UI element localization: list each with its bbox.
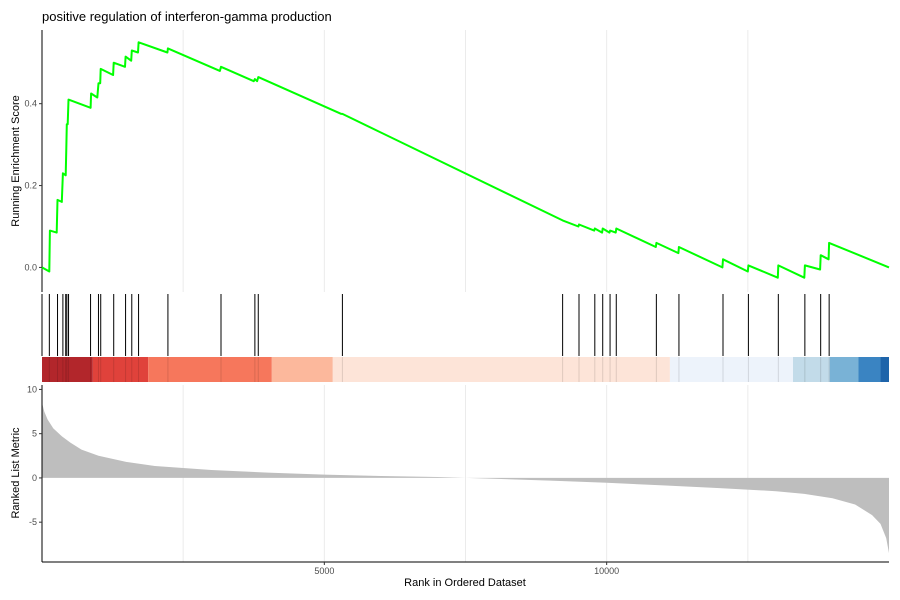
plot-title: positive regulation of interferon-gamma … bbox=[42, 9, 332, 24]
color-band-segment bbox=[148, 357, 272, 382]
running-score-line bbox=[41, 41, 890, 279]
rank-color-band bbox=[42, 357, 889, 382]
running-score-panel: 0.0 0.2 0.4 bbox=[24, 30, 890, 292]
color-band-segment bbox=[858, 357, 881, 382]
x-tick-label: 5000 bbox=[314, 566, 334, 576]
x-axis-label: Rank in Ordered Dataset bbox=[404, 577, 526, 589]
running-score-y-axis: 0.0 0.2 0.4 bbox=[24, 30, 43, 292]
ranked-metric-gridlines bbox=[182, 385, 749, 562]
ranked-metric-panel: -5 0 5 10 5000 10000 bbox=[27, 384, 889, 576]
y-tick-label: 0.2 bbox=[24, 181, 37, 191]
ranked-metric-y-axis: -5 0 5 10 bbox=[27, 384, 43, 562]
color-band-segment bbox=[42, 357, 93, 382]
y-tick-label: 5 bbox=[32, 429, 37, 439]
color-band-segment bbox=[92, 357, 149, 382]
color-band-segment bbox=[880, 357, 889, 382]
ranked-metric-area bbox=[42, 402, 889, 554]
color-band-segment bbox=[332, 357, 670, 382]
y-tick-label: -5 bbox=[29, 517, 37, 527]
color-band-segment bbox=[271, 357, 333, 382]
x-axis: 5000 10000 bbox=[42, 561, 889, 576]
running-score-gridlines bbox=[182, 30, 749, 292]
hit-markers bbox=[41, 294, 830, 356]
color-band-segment bbox=[669, 357, 794, 382]
y-tick-label: 10 bbox=[27, 384, 37, 394]
y-tick-label: 0 bbox=[32, 473, 37, 483]
y-tick-label: 0.4 bbox=[24, 99, 37, 109]
x-tick-label: 10000 bbox=[594, 566, 619, 576]
running-score-y-label: Running Enrichment Score bbox=[10, 95, 22, 226]
y-tick-label: 0.0 bbox=[24, 262, 37, 272]
color-band-segment bbox=[793, 357, 830, 382]
hits-panel bbox=[41, 294, 889, 382]
ranked-metric-y-label: Ranked List Metric bbox=[10, 427, 22, 519]
color-band-segment bbox=[829, 357, 859, 382]
